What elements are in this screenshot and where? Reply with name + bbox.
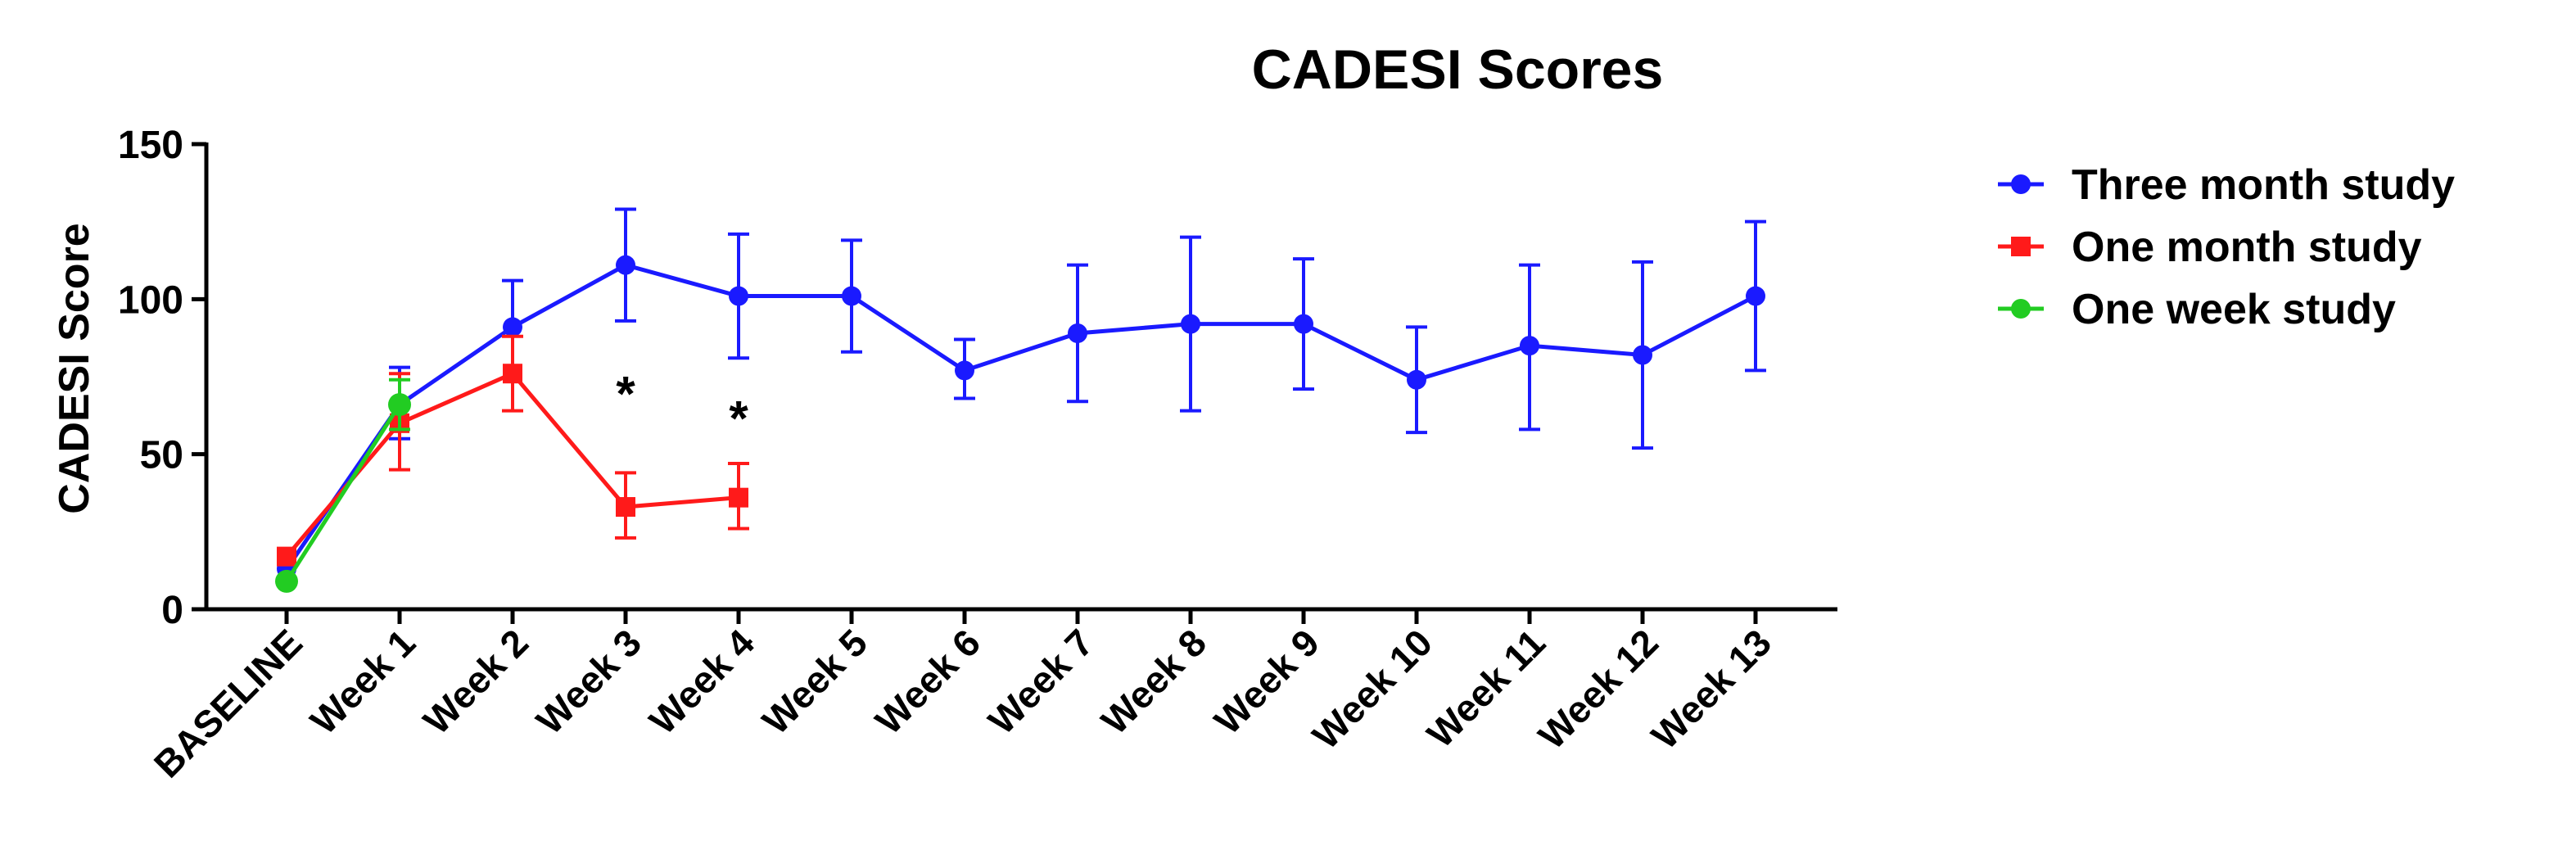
x-tick-label: Week 7 [980, 621, 1101, 742]
series-1 [277, 207, 1766, 579]
data-point [388, 393, 411, 417]
legend: Three month study One month study One week… [1998, 161, 2455, 333]
data-point [842, 286, 861, 306]
legend-marker [2011, 237, 2031, 256]
legend-label: One month study [2072, 224, 2422, 271]
legend-label: One week study [2072, 286, 2396, 333]
data-point [1181, 314, 1200, 334]
data-point [503, 364, 522, 384]
data-point [277, 546, 296, 567]
y-tick-label: 100 [118, 278, 183, 322]
legend-marker [2011, 174, 2031, 194]
data-point [729, 286, 748, 306]
x-tick-label: Week 3 [528, 621, 649, 742]
x-tick-label: Week 6 [867, 621, 988, 742]
legend-item: One month study [1998, 224, 2422, 271]
y-tick-label: 50 [140, 434, 183, 477]
x-tick-label: BASELINE [146, 621, 310, 785]
x-tick-label: Week 11 [1418, 621, 1553, 756]
legend-label: Three month study [2072, 161, 2455, 209]
data-point [1520, 336, 1539, 356]
y-tick-label: 0 [161, 589, 183, 632]
data-point [1746, 286, 1765, 306]
x-tick-label: Week 2 [415, 621, 536, 742]
x-tick-label: Week 4 [641, 621, 763, 743]
legend-marker [2011, 299, 2031, 319]
data-point [1407, 369, 1426, 390]
data-point [1294, 314, 1313, 334]
annotation-asterisk: * [729, 391, 748, 446]
x-tick-label: Week 13 [1643, 621, 1779, 757]
data-point [1068, 323, 1087, 343]
series-layer [275, 207, 1766, 593]
data-point [729, 487, 748, 508]
annotations-layer: * * [616, 366, 748, 445]
chart-title: CADESI Scores [1252, 38, 1664, 101]
legend-item: One week study [1998, 286, 2396, 333]
x-tick-label: Week 12 [1530, 621, 1666, 757]
data-point [503, 317, 522, 337]
data-point [955, 360, 974, 381]
x-tick-label: Week 10 [1304, 621, 1440, 757]
legend-item: Three month study [1998, 161, 2455, 209]
y-axis-label: CADESI Score [51, 223, 98, 513]
data-point [1633, 345, 1652, 365]
series-line [284, 263, 1757, 571]
series-3 [275, 378, 411, 593]
y-tick-label: 150 [118, 124, 183, 167]
data-point [275, 569, 298, 593]
series-line [284, 403, 402, 583]
data-point [616, 255, 635, 275]
x-tick-label: Week 1 [302, 621, 423, 742]
series-2 [277, 334, 749, 567]
x-tick-label: Week 8 [1093, 621, 1214, 742]
x-tick-label: Week 5 [754, 621, 875, 742]
data-point [616, 497, 635, 518]
annotation-asterisk: * [616, 366, 635, 421]
